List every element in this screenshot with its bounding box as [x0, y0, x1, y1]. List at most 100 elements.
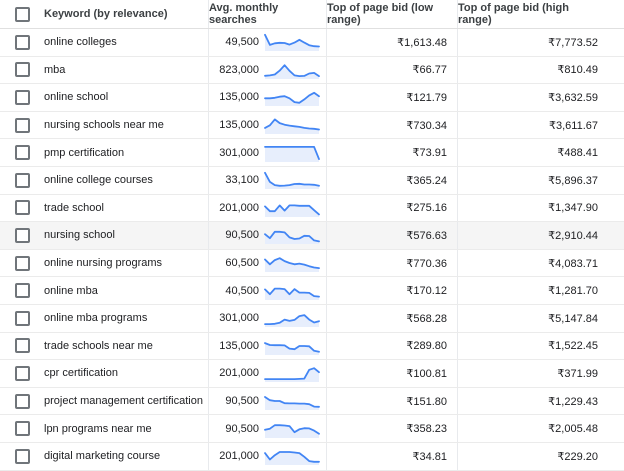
- table-body: online colleges 49,500 ₹1,613.48 ₹7,773.52 m…: [0, 29, 624, 471]
- column-header-keyword[interactable]: Keyword (by relevance): [44, 8, 168, 20]
- top-bid-high-cell: ₹7,773.52: [457, 29, 624, 56]
- avg-monthly-searches-cell: 40,500: [208, 277, 326, 304]
- row-checkbox[interactable]: [14, 227, 30, 243]
- search-trend-sparkline: [264, 287, 320, 300]
- avg-monthly-searches-cell: 49,500: [208, 29, 326, 56]
- search-trend-sparkline: [264, 231, 320, 245]
- top-bid-low-cell: ₹289.80: [326, 332, 457, 360]
- keyword-cell: online college courses: [44, 174, 153, 187]
- row-select-cell: [0, 283, 44, 299]
- table-row: trade schools near me 135,000 ₹289.80 ₹1,52…: [0, 332, 624, 361]
- top-bid-low-cell: ₹121.79: [326, 84, 457, 111]
- column-header-top-bid-high[interactable]: Top of page bid (high range): [457, 0, 624, 28]
- avg-monthly-searches-cell: 33,100: [208, 166, 326, 194]
- avg-monthly-searches-value: 135,000: [219, 339, 259, 352]
- avg-monthly-searches-cell: 135,000: [208, 111, 326, 139]
- search-trend-sparkline: [264, 396, 320, 411]
- table-row: lpn programs near me 90,500 ₹358.23 ₹2,005.…: [0, 415, 624, 443]
- avg-monthly-searches-cell: 135,000: [208, 332, 326, 360]
- search-trend-sparkline: [264, 342, 320, 355]
- row-checkbox[interactable]: [14, 34, 30, 50]
- row-checkbox[interactable]: [14, 172, 30, 188]
- avg-monthly-searches-cell: 301,000: [208, 139, 326, 166]
- search-trend-sparkline: [264, 145, 320, 162]
- keyword-cell: lpn programs near me: [44, 422, 152, 435]
- top-bid-high-cell: ₹1,229.43: [457, 387, 624, 415]
- avg-monthly-searches-value: 135,000: [219, 119, 259, 132]
- avg-monthly-searches-cell: 60,500: [208, 249, 326, 277]
- table-row: nursing school 90,500 ₹576.63 ₹2,910.44: [0, 222, 624, 250]
- avg-monthly-searches-cell: 823,000: [208, 56, 326, 84]
- row-checkbox[interactable]: [14, 89, 30, 105]
- top-bid-high-cell: ₹3,611.67: [457, 111, 624, 139]
- keyword-cell: project management certification: [44, 395, 203, 408]
- avg-monthly-searches-cell: 90,500: [208, 415, 326, 442]
- row-checkbox[interactable]: [14, 200, 30, 216]
- avg-monthly-searches-value: 60,500: [225, 257, 259, 270]
- column-header-avg-monthly-searches[interactable]: Avg. monthly searches: [208, 0, 326, 28]
- table-row: cpr certification 201,000 ₹100.81 ₹371.99: [0, 360, 624, 388]
- keyword-cell: pmp certification: [44, 146, 125, 159]
- select-all-checkbox[interactable]: [14, 6, 30, 22]
- keyword-cell: nursing school: [44, 229, 115, 242]
- avg-monthly-searches-value: 301,000: [219, 312, 259, 325]
- row-checkbox[interactable]: [14, 145, 30, 161]
- avg-monthly-searches-cell: 90,500: [208, 387, 326, 415]
- row-checkbox[interactable]: [14, 338, 30, 354]
- search-trend-sparkline: [264, 118, 320, 135]
- top-bid-high-cell: ₹5,896.37: [457, 166, 624, 194]
- row-select-cell: [0, 200, 44, 216]
- top-bid-high-cell: ₹229.20: [457, 442, 624, 470]
- top-bid-low-cell: ₹358.23: [326, 415, 457, 442]
- top-bid-high-cell: ₹488.41: [457, 139, 624, 166]
- top-bid-high-cell: ₹3,632.59: [457, 84, 624, 111]
- avg-monthly-searches-cell: 201,000: [208, 194, 326, 222]
- keyword-cell: online nursing programs: [44, 257, 163, 270]
- column-header-top-bid-low[interactable]: Top of page bid (low range): [326, 0, 457, 28]
- table-row: online colleges 49,500 ₹1,613.48 ₹7,773.52: [0, 29, 624, 57]
- row-checkbox[interactable]: [14, 255, 30, 271]
- avg-monthly-searches-value: 823,000: [219, 63, 259, 76]
- row-checkbox[interactable]: [14, 365, 30, 381]
- row-select-cell: [0, 255, 44, 271]
- top-bid-high-cell: ₹371.99: [457, 360, 624, 387]
- top-bid-low-cell: ₹66.77: [326, 56, 457, 84]
- row-checkbox[interactable]: [14, 421, 30, 437]
- avg-monthly-searches-value: 301,000: [219, 146, 259, 159]
- table-row: pmp certification 301,000 ₹73.91 ₹488.41: [0, 139, 624, 167]
- avg-monthly-searches-cell: 90,500: [208, 222, 326, 249]
- top-bid-high-cell: ₹2,005.48: [457, 415, 624, 442]
- table-row: online nursing programs 60,500 ₹770.36 ₹4,0…: [0, 249, 624, 278]
- search-trend-sparkline: [264, 64, 320, 79]
- row-checkbox[interactable]: [14, 62, 30, 78]
- row-select-cell: [0, 89, 44, 105]
- table-row: online mba programs 301,000 ₹568.28 ₹5,147.…: [0, 304, 624, 333]
- row-checkbox[interactable]: [14, 448, 30, 464]
- row-checkbox[interactable]: [14, 310, 30, 326]
- top-bid-high-cell: ₹4,083.71: [457, 249, 624, 277]
- search-trend-sparkline: [264, 367, 320, 383]
- top-bid-low-cell: ₹34.81: [326, 442, 457, 470]
- avg-monthly-searches-value: 90,500: [225, 422, 259, 435]
- avg-monthly-searches-value: 90,500: [225, 229, 259, 242]
- avg-monthly-searches-value: 33,100: [225, 174, 259, 187]
- row-select-cell: [0, 421, 44, 437]
- row-checkbox[interactable]: [14, 393, 30, 409]
- avg-monthly-searches-value: 201,000: [219, 201, 259, 214]
- keyword-cell: mba: [44, 63, 66, 76]
- select-all-cell: [0, 6, 44, 22]
- top-bid-low-cell: ₹275.16: [326, 194, 457, 222]
- row-select-cell: [0, 365, 44, 381]
- top-bid-low-cell: ₹576.63: [326, 222, 457, 249]
- top-bid-low-cell: ₹170.12: [326, 277, 457, 304]
- row-checkbox[interactable]: [14, 283, 30, 299]
- top-bid-low-cell: ₹568.28: [326, 304, 457, 332]
- table-row: digital marketing course 201,000 ₹34.81 ₹22…: [0, 442, 624, 471]
- table-row: online mba 40,500 ₹170.12 ₹1,281.70: [0, 277, 624, 305]
- avg-monthly-searches-cell: 301,000: [208, 304, 326, 332]
- top-bid-high-cell: ₹1,281.70: [457, 277, 624, 304]
- top-bid-low-cell: ₹73.91: [326, 139, 457, 166]
- row-select-cell: [0, 34, 44, 50]
- row-checkbox[interactable]: [14, 117, 30, 133]
